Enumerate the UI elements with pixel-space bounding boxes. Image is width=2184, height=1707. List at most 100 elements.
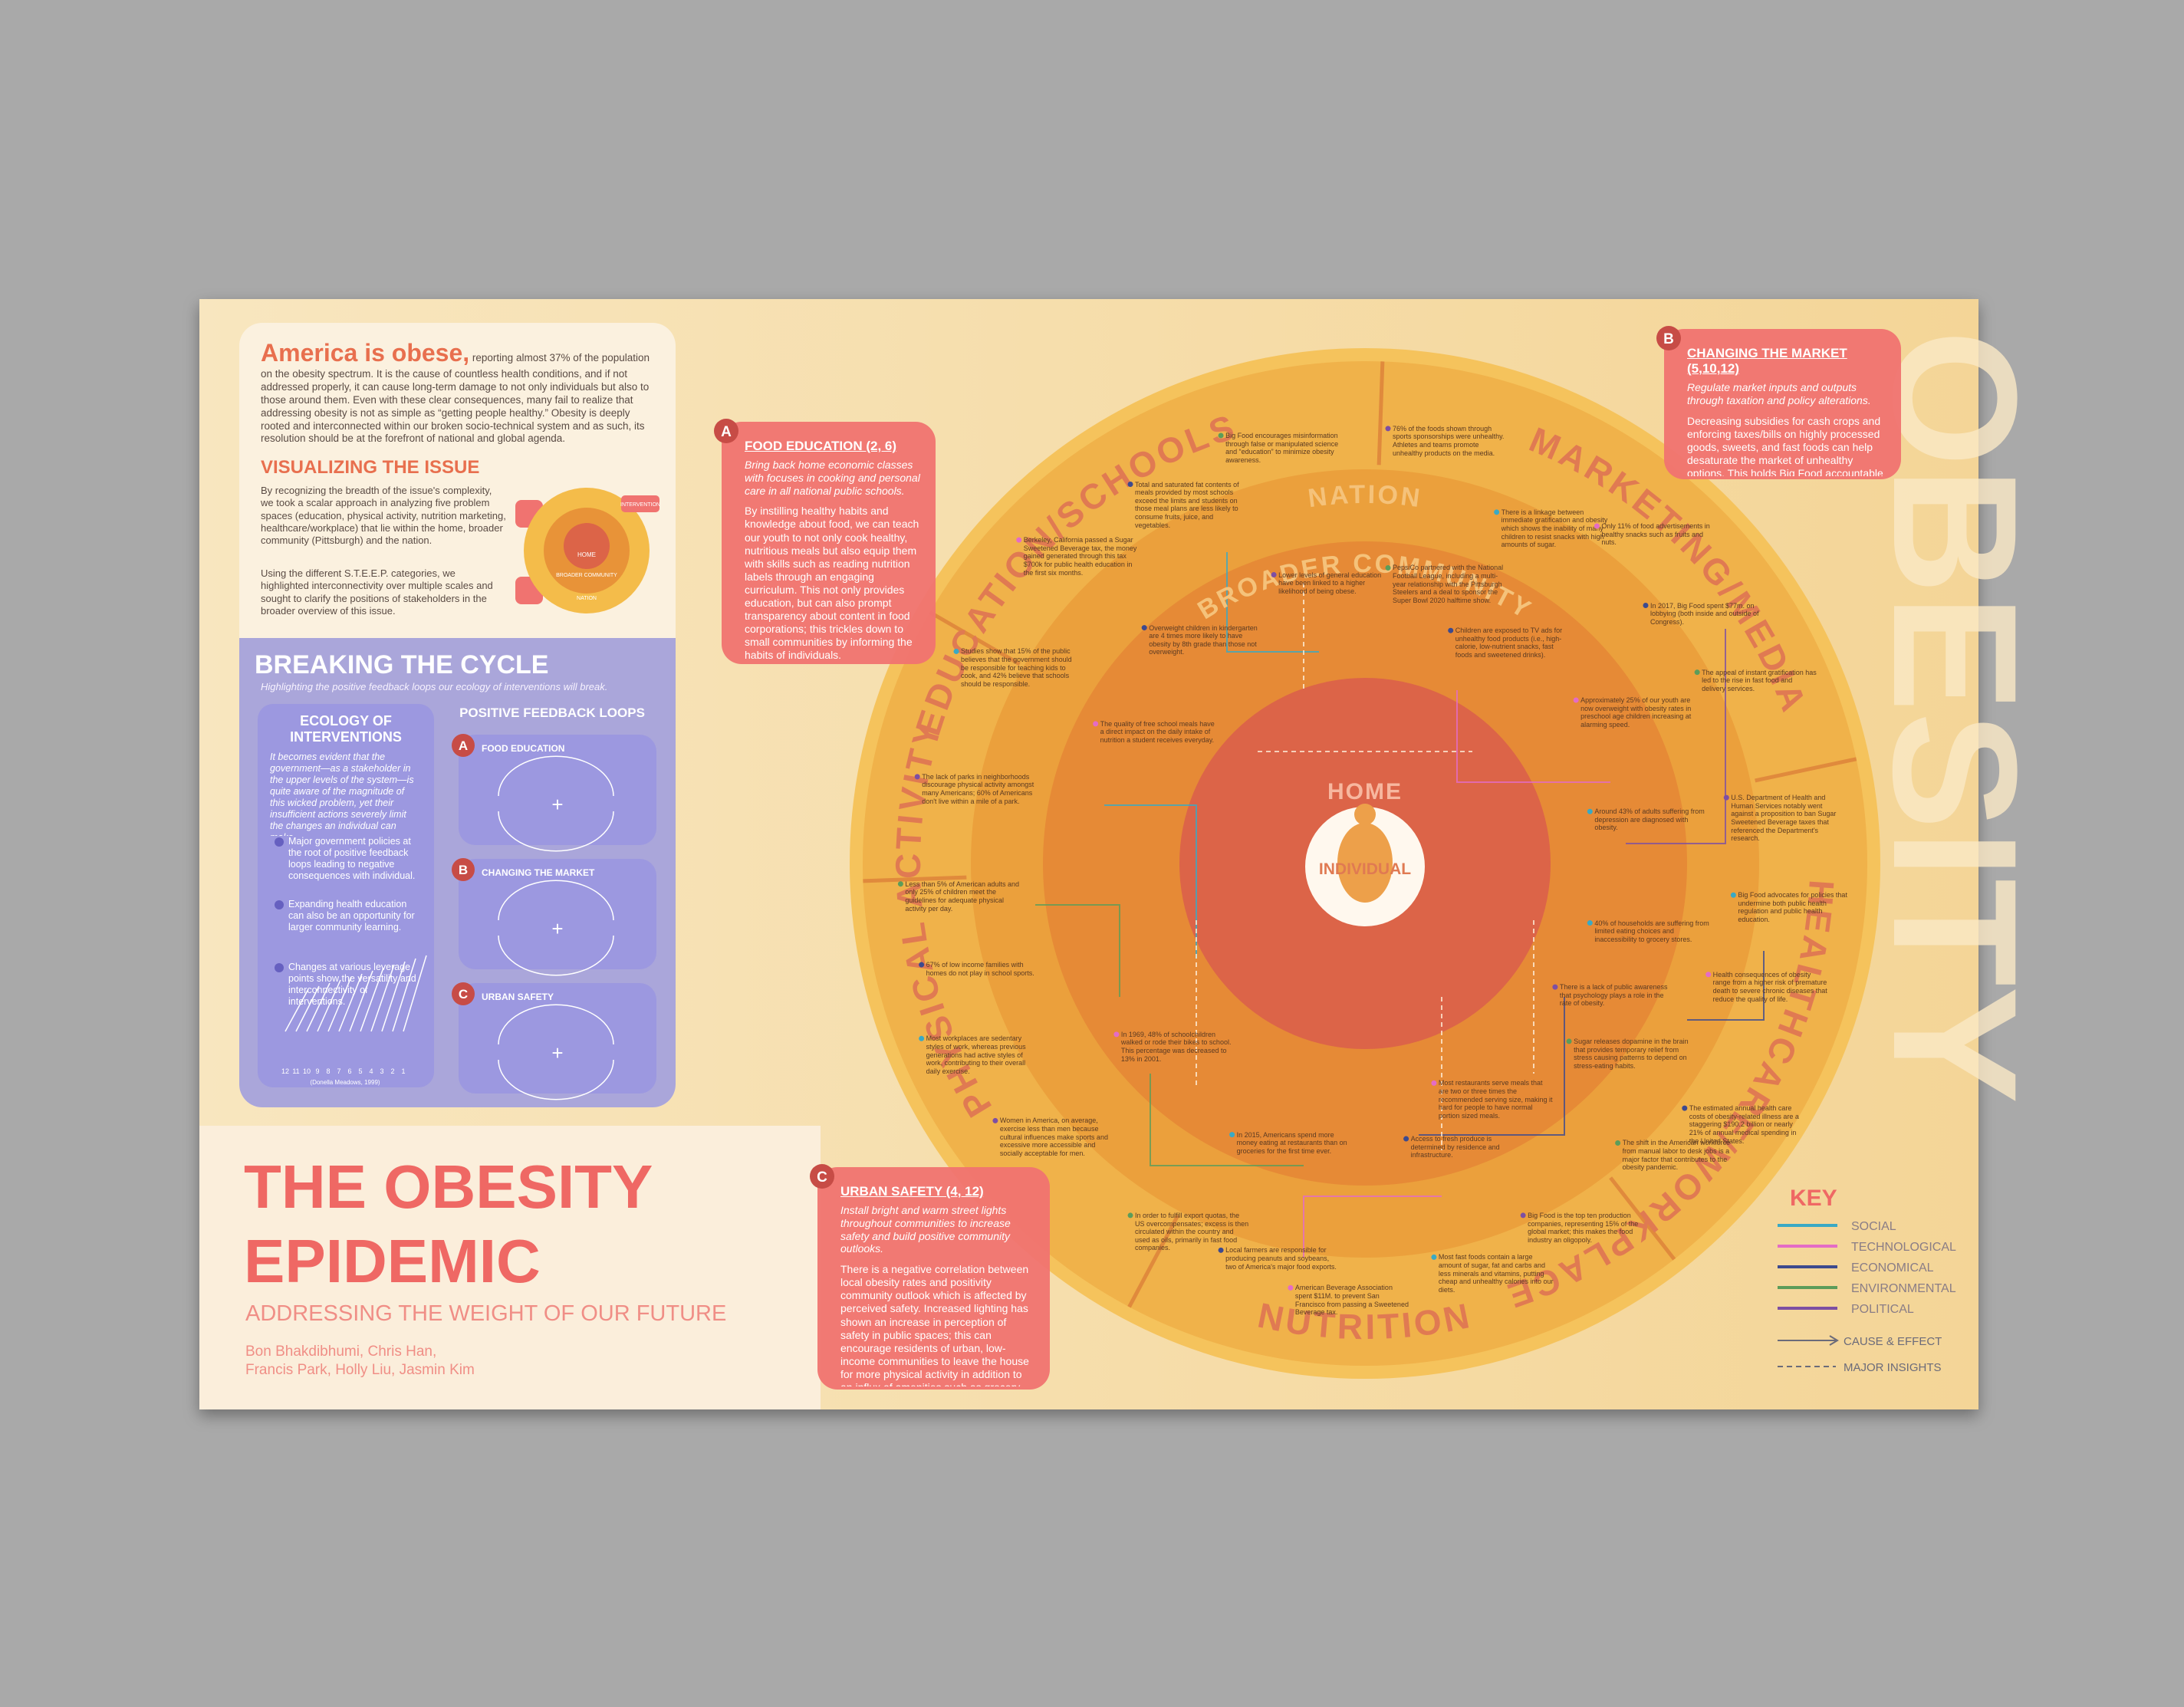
title-subtitle: ADDRESSING THE WEIGHT OF OUR FUTURE (245, 1301, 726, 1326)
note-dot (1127, 482, 1133, 488)
note-content: Most workplaces are sedentary styles of … (926, 1034, 1041, 1075)
panel-content: URBAN SAFETY (4, 12) Install bright and w… (840, 1184, 1029, 1386)
key-label: MAJOR INSIGHTS (1844, 1361, 1942, 1374)
note-content: U.S. Department of Health and Human Serv… (1731, 794, 1846, 843)
loop-title: CHANGING THE MARKET (482, 867, 595, 878)
ecology-title: ECOLOGY OF INTERVENTIONS (290, 713, 402, 745)
note-content: Studies show that 15% of the public beli… (961, 647, 1076, 688)
note-text: American Beverage Association spent $11M… (1294, 1284, 1409, 1317)
key-title: KEY (1790, 1186, 1837, 1211)
note: 76% of the foods shown through sports sp… (1393, 425, 1508, 457)
link-line (1303, 1196, 1442, 1258)
note: Less than 5% of American adults and only… (905, 880, 1019, 913)
note-text: Children are exposed to TV ads for unhea… (1455, 627, 1563, 659)
scale-number: 8 (326, 1067, 330, 1075)
note-text: The quality of free school meals have a … (1100, 719, 1215, 745)
scale-step (381, 961, 406, 1032)
note-content: Approximately 25% of our youth are now o… (1580, 696, 1696, 729)
note-dot (1385, 426, 1391, 432)
note: 40% of households are suffering from lim… (1594, 919, 1709, 944)
note-dot (1587, 920, 1593, 926)
panel-letter: A (721, 424, 732, 440)
note-text: Health consequences of obesity range fro… (1712, 970, 1827, 1003)
ecology-text-content: It becomes evident that the government—a… (270, 752, 422, 836)
note-dot (1682, 1105, 1688, 1111)
scale-number: 10 (303, 1067, 311, 1075)
intro-lead: America is obese, (261, 339, 470, 367)
note: Most workplaces are sedentary styles of … (926, 1034, 1041, 1075)
note-content: 40% of households are suffering from lim… (1594, 919, 1709, 944)
note-text: The estimated annual health care costs o… (1689, 1104, 1799, 1145)
note-content: 67% of low income families with homes do… (926, 961, 1041, 977)
note-text: Big Food advocates for policies that und… (1738, 891, 1847, 924)
note-text: Studies show that 15% of the public beli… (961, 647, 1072, 688)
note-text: The shift in the American workforce from… (1622, 1139, 1731, 1172)
note: The lack of parks in neighborhoods disco… (922, 773, 1034, 805)
panel-body: There is a negative correlation between … (840, 1263, 1029, 1386)
note-text: 40% of households are suffering from lim… (1594, 919, 1709, 943)
key-label: SOCIAL (1851, 1220, 1896, 1233)
link-line (1104, 804, 1197, 959)
visualizing-text2-content: Using the different S.T.E.E.P. categorie… (261, 567, 506, 617)
note: There is a lack of public awareness that… (1559, 983, 1668, 1008)
bullet-dot (275, 837, 284, 847)
note-text: Sugar releases dopamine in the brain tha… (1574, 1037, 1689, 1070)
note-content: PepsiCo partnered with the National Foot… (1393, 564, 1508, 604)
scale-step (295, 985, 320, 1032)
bullet-dot (275, 900, 284, 909)
loop-badge (452, 734, 475, 757)
note-text: Less than 5% of American adults and only… (905, 880, 1019, 913)
note-dot (1587, 808, 1593, 814)
diagram-label: HOME (577, 551, 596, 558)
note-text: There is a linkage between immediate gra… (1501, 508, 1608, 549)
note: Big Food encourages misinformation throu… (1225, 432, 1340, 464)
panel-content-content: FOOD EDUCATION (2, 6) Bring back home eco… (745, 439, 922, 661)
note: In 2015, Americans spend more money eati… (1236, 1130, 1347, 1155)
note-text: There is a lack of public awareness that… (1559, 983, 1668, 1008)
key-arrowhead (1829, 1335, 1839, 1346)
note-text: PepsiCo partnered with the National Foot… (1393, 564, 1504, 604)
individual-label: INDIVIDUAL (1319, 860, 1411, 878)
scale-step (317, 979, 341, 1032)
ecology-text: It becomes evident that the government—a… (270, 752, 422, 836)
note-dot (1229, 1132, 1235, 1138)
note: Studies show that 15% of the public beli… (961, 647, 1076, 688)
visualizing-text2: Using the different S.T.E.E.P. categorie… (261, 567, 493, 617)
link-line (1687, 951, 1765, 1021)
note-content: 76% of the foods shown through sports sp… (1393, 425, 1508, 457)
loop-arc (498, 755, 614, 797)
note: Overweight children in kindergarten are … (1149, 623, 1258, 656)
note-content: Most fast foods contain a large amount o… (1439, 1253, 1554, 1294)
note-content: Big Food advocates for policies that und… (1738, 891, 1853, 923)
ecology-title: ECOLOGY OF INTERVENTIONS (290, 713, 402, 745)
note-text: In 2015, Americans spend more money eati… (1236, 1130, 1347, 1155)
note-dot (1552, 984, 1558, 990)
note-text: Most workplaces are sedentary styles of … (926, 1034, 1026, 1075)
note-dot (1218, 433, 1224, 439)
note-text: Around 43% of adults suffering from depr… (1594, 807, 1705, 832)
loop-badge (452, 858, 475, 881)
loop-arc (498, 1059, 614, 1100)
diagram-label: NATION (577, 596, 597, 601)
key-label: TECHNOLOGICAL (1851, 1241, 1956, 1254)
note-text: Approximately 25% of our youth are now o… (1580, 696, 1692, 729)
loop-plus: + (551, 917, 563, 940)
note: Sugar releases dopamine in the brain tha… (1574, 1037, 1689, 1070)
loop-title: FOOD EDUCATION (482, 743, 564, 754)
visualizing-title: VISUALIZING THE ISSUE (261, 457, 479, 478)
note-content: Big Food encourages misinformation throu… (1225, 432, 1340, 464)
note-content: Most restaurants serve meals that are tw… (1439, 1079, 1554, 1120)
diagram-intervention-box (621, 495, 659, 512)
note-text: Overweight children in kindergarten are … (1149, 623, 1258, 656)
note-dot (953, 648, 959, 654)
note-dot (1218, 1247, 1224, 1253)
diagram-label: BROADER COMMUNITY (556, 573, 617, 578)
cycle-bullet: Expanding health education can also be a… (288, 899, 415, 932)
note-text: U.S. Department of Health and Human Serv… (1731, 794, 1837, 843)
panel-title: URBAN SAFETY (4, 12) (840, 1184, 984, 1199)
note-dot (1093, 721, 1099, 727)
panel-lead: Install bright and warm street lights th… (840, 1204, 1011, 1255)
intro-text: reporting almost 37% of the population o… (261, 352, 650, 445)
